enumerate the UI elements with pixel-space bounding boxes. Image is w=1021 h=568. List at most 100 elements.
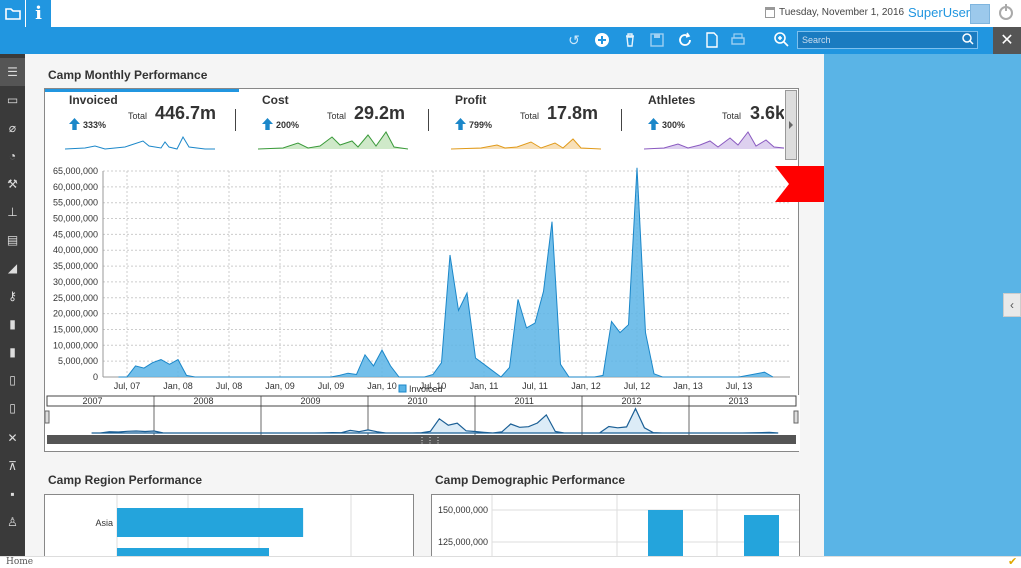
wrench-icon[interactable]: ⚒ [7,177,18,191]
kpi-divider [428,109,429,131]
y-tick-label: 30,000,000 [53,277,98,287]
navigator-year-label: 2011 [515,396,534,406]
search-input[interactable]: Search [797,31,978,49]
kpi-total: 3.6k [750,103,784,123]
cross-icon[interactable]: ✕ [7,431,18,445]
kpi-total-label: Total [327,111,347,121]
kpi-scroll-right[interactable] [785,90,797,160]
kpi-total-label: Total [128,111,148,121]
menu-icon[interactable]: ☰ [0,58,25,86]
add-icon[interactable] [594,32,610,48]
hierarchy-icon[interactable]: ⊥ [7,205,18,219]
kpi-sparkline [65,135,215,150]
y-tick-label: 65,000,000 [53,166,98,176]
y-tick-label: 25,000,000 [53,293,98,303]
main-content: Camp Monthly Performance Invoiced Total … [25,54,824,564]
category-label: Asia [95,518,113,528]
monthly-area-chart[interactable]: 65,000,000 60,000,000 55,000,000 50,000,000… [45,161,800,395]
kpi-sparkline [644,131,784,150]
chart-navigator[interactable]: 2007 2008 2009 2010 2011 2012 2013 ⋮⋮⋮ [45,395,800,451]
x-tick-label: Jul, 07 [114,381,141,391]
kpi-profit[interactable]: Profit Total 17.8m 799% [451,89,645,157]
refresh-icon[interactable] [677,32,693,48]
navigator-series [91,407,779,434]
kpi-change: 333% [83,120,107,130]
demographic-bar-chart[interactable]: 150,000,000 125,000,000 [432,495,799,560]
series-line-invoiced [118,167,774,378]
folder-icon[interactable] [0,0,25,27]
x-tick-label: Jul, 11 [522,381,548,391]
right-panel [824,54,1021,556]
region-bar-chart[interactable]: Asia [45,495,413,562]
undo-icon[interactable]: ↺ [568,32,580,48]
kpi-invoiced[interactable]: Invoiced Total 446.7m 333% [65,89,259,157]
print-icon[interactable] [730,32,746,48]
key-icon[interactable]: ⚷ [8,289,17,303]
kpi-change: 200% [276,120,300,130]
user-name[interactable]: SuperUser [908,5,971,20]
lock-icon[interactable]: ▪ [10,487,15,501]
home-link[interactable]: Home [6,557,34,567]
close-icon[interactable]: ✕ [993,27,1021,54]
document-icon[interactable]: ▤ [6,233,19,247]
export-icon[interactable] [704,32,720,48]
chat-icon[interactable]: ▭ [6,93,19,107]
navigator-year-label: 2009 [301,396,321,406]
y-tick-label: 45,000,000 [53,229,98,239]
bar [648,510,683,560]
legend-label: Invoiced [409,384,443,394]
kpi-name: Cost [262,93,289,107]
kpi-total-label: Total [722,111,742,121]
info-icon[interactable]: i [26,0,51,27]
y-tick-label: 10,000,000 [53,340,98,350]
navigator-handle-left [45,410,50,424]
kpi-total: 17.8m [547,103,599,123]
check-icon: ✔ [1008,556,1018,568]
navigator-year-label: 2013 [729,396,749,406]
x-tick-label: Jul, 13 [726,381,753,391]
y-tick-label: 20,000,000 [53,309,98,319]
up-arrow-icon [455,118,466,130]
kpi-change: 799% [469,120,493,130]
comment-icon[interactable]: ◔ [8,149,17,163]
kpi-name: Profit [455,93,487,107]
y-tick-label: 15,000,000 [53,324,98,334]
x-tick-label: Jan, 13 [673,381,703,391]
kpi-athletes[interactable]: Athletes Total 3.6k 300% [644,89,784,157]
kpi-total-label: Total [520,111,540,121]
user-lock-icon[interactable]: ♙ [7,515,18,529]
y-tick-label: 150,000,000 [438,505,488,515]
kpi-cost[interactable]: Cost Total 29.2m 200% [258,89,452,157]
avatar[interactable] [970,4,990,24]
tag-icon[interactable]: ◢ [7,261,18,275]
power-icon[interactable] [999,4,1013,20]
kpi-change: 300% [662,120,686,130]
delete-icon[interactable] [622,32,638,48]
x-tick-label: Jan, 09 [265,381,295,391]
y-tick-label: 35,000,000 [53,261,98,271]
stamp-icon[interactable]: ⊼ [8,459,17,473]
navigator-year-label: 2007 [83,396,103,406]
x-tick-label: Jan, 10 [367,381,397,391]
status-bar: Home ✔ [0,556,1021,568]
y-tick-label: 5,000,000 [58,356,98,366]
file-icon[interactable]: ▮ [9,317,16,331]
zoom-icon[interactable] [773,31,789,47]
kpi-sparkline [451,138,601,150]
file-icon[interactable]: ▯ [9,401,16,415]
kpi-total: 29.2m [354,103,406,123]
x-tick-label: Jul, 12 [624,381,651,391]
y-tick-label: 40,000,000 [53,245,98,255]
file-icon[interactable]: ▯ [9,373,16,387]
navigator-year-label: 2012 [622,396,642,406]
monthly-panel: Invoiced Total 446.7m 333% Cost Total 29… [44,88,800,452]
attachment-icon[interactable]: ⌀ [8,121,17,135]
search-icon[interactable] [958,32,977,48]
sidebar: ☰ ▭ ⌀ ◔ ⚒ ⊥ ▤ ◢ ⚷ ▮ ▮ ▯ ▯ ✕ ⊼ ▪ ♙ [0,54,25,556]
chevron-left-icon[interactable]: ‹ [1003,293,1021,317]
save-icon[interactable] [649,32,665,48]
kpi-sparkline [258,131,408,150]
file-icon[interactable]: ▮ [9,345,16,359]
demographic-panel: 150,000,000 125,000,000 [431,494,800,564]
bar [744,515,779,560]
